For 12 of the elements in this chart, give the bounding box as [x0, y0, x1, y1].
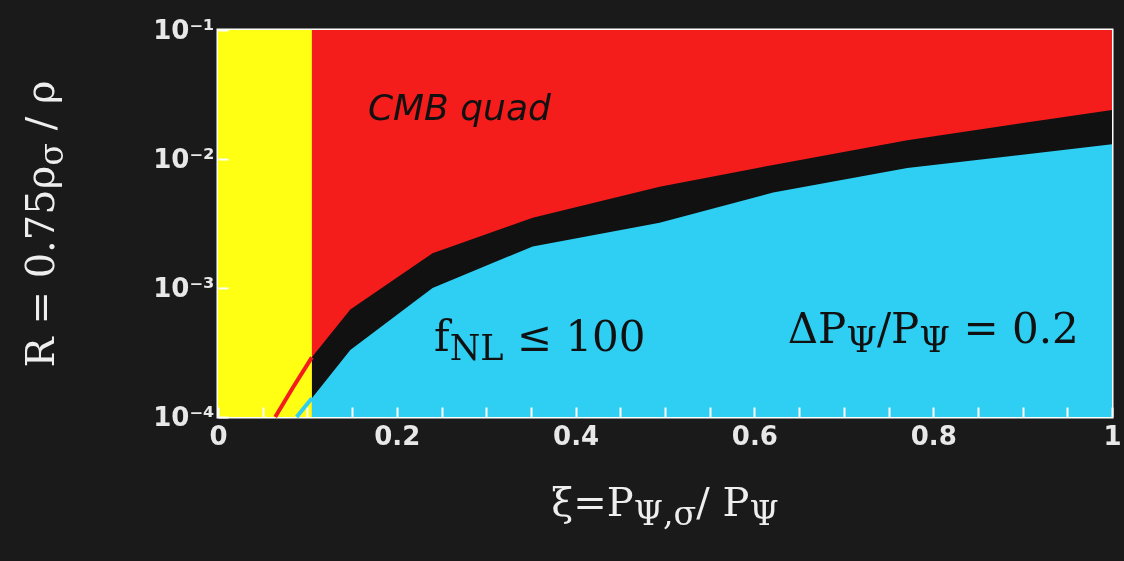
annotation: CMB quad — [367, 86, 551, 128]
annotation: ΔP$_{Ψ}$/P$_{Ψ}$ = 0.2 — [787, 303, 1079, 361]
x-axis-title: ξ=P$_{Ψ,σ}$/ P$_{Ψ}$ — [551, 479, 779, 533]
x-tick-label: 0.4 — [553, 420, 600, 451]
y-tick-label: 10⁻² — [153, 143, 215, 174]
x-tick-label: 1 — [1103, 420, 1122, 451]
annotation: f$_{NL}$ ≤ 100 — [434, 311, 646, 368]
y-tick-label: 10⁻³ — [153, 272, 215, 303]
x-tick-label: 0.6 — [731, 420, 778, 451]
y-tick-label: 10⁻¹ — [153, 14, 215, 45]
x-tick-label: 0.8 — [910, 420, 957, 451]
x-tick-label: 0.2 — [374, 420, 421, 451]
